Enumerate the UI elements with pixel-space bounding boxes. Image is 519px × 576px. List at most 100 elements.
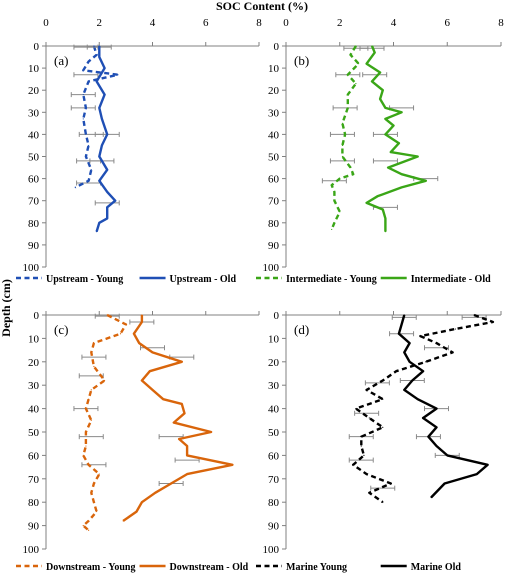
data-point [387, 166, 389, 169]
error-bar [329, 158, 355, 164]
error-bar [94, 200, 120, 206]
data-point [98, 56, 100, 58]
panel-label: (b) [294, 53, 309, 68]
data-point [141, 314, 143, 316]
data-point [88, 464, 90, 466]
figure-ylabel: Depth (cm) [0, 279, 13, 337]
data-point [333, 200, 335, 202]
data-point [352, 173, 354, 175]
data-point [382, 379, 384, 382]
panel-label: (c) [54, 322, 68, 337]
y-tick-label: 20 [28, 85, 40, 97]
y-tick-label: 20 [28, 357, 40, 369]
data-point [492, 321, 494, 323]
data-point [422, 417, 424, 419]
data-point [400, 173, 403, 175]
data-point [331, 184, 333, 186]
data-point [93, 482, 95, 485]
x-tick-label: 6 [203, 17, 209, 29]
error-bar [73, 72, 99, 78]
error-bar [81, 354, 107, 360]
panel-label: (d) [294, 322, 309, 337]
y-tick-label: 20 [268, 85, 280, 97]
data-point [88, 529, 90, 531]
y-tick-label: 40 [28, 129, 40, 141]
error-bar [364, 380, 390, 386]
data-point [122, 520, 124, 522]
y-tick-label: 40 [268, 129, 280, 141]
y-tick-label: 70 [268, 196, 280, 208]
data-point [90, 169, 92, 171]
error-bar [348, 457, 374, 463]
y-tick-label: 100 [263, 544, 280, 556]
series-line [122, 315, 234, 522]
data-point [173, 422, 175, 424]
data-point [384, 107, 387, 109]
data-point [360, 445, 362, 447]
data-point [93, 342, 95, 344]
y-tick-label: 60 [28, 174, 40, 186]
data-point [366, 389, 368, 391]
data-point [347, 74, 349, 76]
data-point [98, 473, 100, 475]
data-point [119, 333, 122, 335]
y-tick-label: 70 [28, 196, 40, 208]
data-point [101, 118, 103, 120]
data-point [344, 133, 346, 135]
legend: Intermediate - Young Intermediate - Old [256, 274, 491, 285]
data-point [90, 419, 92, 421]
series-line [82, 313, 128, 532]
data-point [90, 492, 92, 494]
series-young [321, 45, 369, 231]
data-point [125, 323, 127, 325]
data-point [368, 492, 370, 494]
y-tick-label: 10 [268, 63, 280, 75]
data-point [231, 464, 233, 466]
data-point [95, 54, 98, 56]
y-tick-label: 20 [268, 357, 280, 369]
y-tick-label: 30 [268, 107, 280, 119]
data-point [473, 314, 475, 316]
data-point [98, 222, 100, 224]
error-bar [70, 105, 96, 111]
x-tick-label: 8 [498, 17, 504, 29]
data-point [366, 473, 368, 475]
y-tick-label: 40 [268, 404, 280, 416]
x-tick-label: 2 [97, 17, 103, 29]
x-tick-label: 4 [391, 17, 397, 29]
data-point [425, 361, 427, 363]
data-point [82, 118, 84, 120]
legend-label: Downstream - Old [170, 562, 249, 573]
y-tick-label: 50 [28, 427, 40, 439]
data-point [151, 351, 154, 354]
series-young [70, 44, 120, 189]
data-point [366, 202, 368, 204]
data-point [88, 80, 90, 82]
data-point [476, 473, 478, 475]
data-point [141, 321, 143, 323]
y-tick-label: 0 [34, 310, 40, 322]
error-bar [321, 178, 347, 184]
data-point [425, 180, 427, 182]
data-point [82, 69, 84, 71]
y-tick-label: 100 [23, 262, 40, 274]
data-point [106, 191, 108, 193]
series-line [352, 313, 495, 504]
data-point [382, 501, 384, 503]
y-tick-label: 30 [268, 380, 280, 392]
data-point [103, 67, 106, 69]
y-tick-label: 60 [268, 450, 280, 462]
series-line [95, 46, 117, 232]
y-tick-label: 30 [28, 380, 40, 392]
data-point [85, 431, 87, 433]
error-bar [78, 434, 104, 440]
chart-panel-2: 0 10 20 30 40 50 60 70 80 90 100 0 2 4 6 8 (b) Intermedia… [256, 17, 504, 285]
y-tick-label: 40 [28, 404, 40, 416]
data-point [347, 107, 349, 109]
chart-panel-3: 0 10 20 30 40 50 60 70 80 90 100 (c) Downstream - Yo… [16, 310, 260, 573]
data-point [409, 342, 411, 344]
data-point [349, 54, 352, 56]
data-point [186, 473, 188, 475]
y-tick-label: 50 [268, 152, 280, 164]
series-old [389, 314, 489, 499]
